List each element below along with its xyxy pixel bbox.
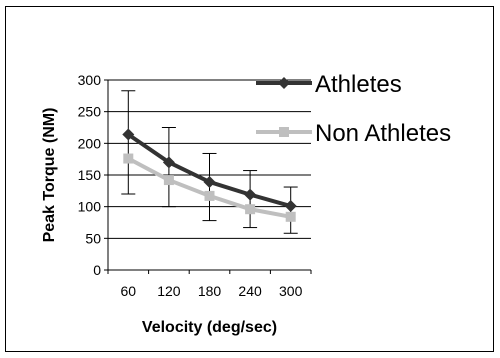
legend-label: Athletes: [315, 71, 402, 98]
data-point: [122, 128, 135, 141]
y-tick-label: 200: [78, 135, 102, 151]
data-point: [162, 156, 175, 169]
y-tick-label: 0: [93, 262, 101, 278]
data-point: [244, 188, 257, 201]
legend-marker: [279, 127, 289, 137]
x-tick-label: 180: [198, 283, 222, 299]
data-point: [204, 190, 215, 201]
chart-frame: 0 50 100 150 200 250 300 60 120 180 240 300 Peak T…: [5, 6, 494, 352]
line-chart: 0 50 100 150 200 250 300 60 120 180 240 300 Peak T…: [41, 71, 451, 336]
y-tick-labels: 0 50 100 150 200 250 300: [78, 72, 102, 278]
x-tick-label: 120: [157, 283, 181, 299]
legend: Athletes Non Athletes: [256, 71, 451, 147]
data-point: [123, 153, 134, 164]
y-tick-label: 300: [78, 72, 102, 88]
series-markers: [122, 128, 297, 222]
y-tick-label: 150: [78, 167, 102, 183]
data-point: [285, 211, 296, 222]
data-point: [163, 175, 174, 186]
data-point: [245, 204, 256, 215]
y-axis-title: Peak Torque (NM): [41, 108, 58, 243]
x-axis-title: Velocity (deg/sec): [142, 319, 277, 336]
x-tick-label: 240: [238, 283, 262, 299]
x-tick-labels: 60 120 180 240 300: [121, 283, 303, 299]
legend-label: Non Athletes: [315, 120, 451, 147]
y-tick-label: 250: [78, 104, 102, 120]
y-tick-label: 100: [78, 199, 102, 215]
y-tick-label: 50: [85, 230, 101, 246]
data-point: [284, 200, 297, 213]
x-tick-label: 60: [121, 283, 137, 299]
legend-marker: [278, 77, 290, 89]
axes: [104, 79, 312, 274]
data-point: [203, 175, 216, 188]
x-tick-label: 300: [279, 283, 303, 299]
